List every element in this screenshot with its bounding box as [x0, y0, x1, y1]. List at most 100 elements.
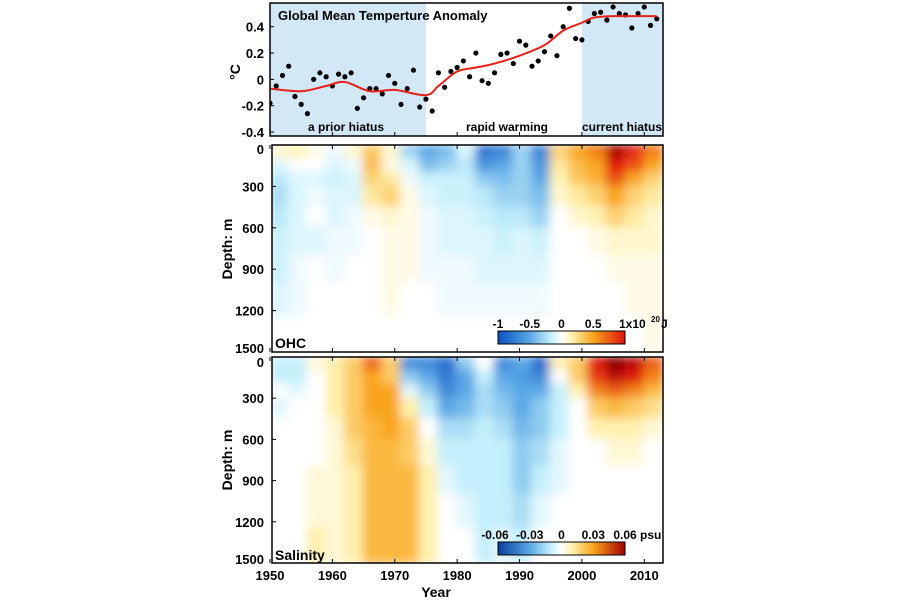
heatmap-cell [568, 226, 590, 257]
heatmap-cell [549, 171, 571, 188]
heatmap-cell [381, 145, 402, 160]
panel-label-salinity: Salinity [275, 547, 325, 563]
heatmap-cell [549, 157, 571, 174]
heatmap-cell [605, 493, 627, 530]
heatmap-cell [587, 282, 608, 319]
heatmap-cell [474, 527, 496, 563]
data-point [435, 70, 442, 76]
heatmap-cell [418, 226, 440, 257]
heatmap-cell [362, 438, 384, 468]
heatmap-cell [437, 397, 459, 420]
data-point [647, 22, 654, 28]
data-point [591, 10, 597, 17]
heatmap-cell [512, 493, 533, 530]
data-point [491, 70, 498, 76]
heatmap-cell [512, 226, 533, 257]
data-point [654, 16, 660, 22]
y-tick-label: 900 [242, 262, 264, 277]
heatmap-cell [605, 417, 627, 441]
heatmap-cell [587, 438, 608, 468]
heatmap-cell [306, 316, 328, 352]
heatmap-cell [287, 157, 309, 174]
heatmap-cell [362, 417, 384, 441]
data-point [554, 53, 560, 59]
heatmap-cell [362, 254, 384, 284]
heatmap-cell [343, 417, 365, 441]
heatmap-cell [624, 493, 646, 530]
heatmap-cell [272, 226, 290, 257]
heatmap-cell [643, 254, 663, 284]
heatmap-cell [325, 185, 346, 209]
heatmap-cell [306, 465, 328, 496]
heatmap-cell [587, 157, 608, 174]
heatmap-cell [381, 438, 402, 468]
heatmap-cell [587, 254, 608, 284]
heatmap-cell [605, 226, 627, 257]
period-label-rapid-warming: rapid warming [466, 120, 548, 134]
heatmap-cell [325, 369, 346, 386]
heatmap-cell [381, 157, 402, 174]
data-point [392, 80, 398, 86]
data-point [579, 37, 585, 43]
heatmap-cell [325, 145, 346, 160]
heatmap-cell [272, 157, 290, 174]
heatmap-cell [456, 282, 477, 319]
heatmap-cell [325, 465, 346, 496]
heatmap-cell [418, 185, 440, 209]
heatmap-cell [325, 527, 346, 563]
y-tick-label: 600 [242, 221, 264, 236]
heatmap-cell [400, 527, 421, 563]
heatmap-cell [512, 145, 533, 160]
heatmap-cell [456, 357, 477, 372]
colorbar-tick-label: 0.03 [582, 528, 606, 542]
heatmap-cell [325, 206, 346, 229]
heatmap-cell [306, 206, 328, 229]
heatmap-cell [287, 254, 309, 284]
x-tick-label: 2010 [630, 568, 659, 583]
heatmap-cell [605, 438, 627, 468]
heatmap-cell [624, 226, 646, 257]
heatmap-cell [624, 206, 646, 229]
heatmap-cell [362, 206, 384, 229]
ohc-heatmap [272, 145, 663, 352]
heatmap-cell [400, 383, 421, 400]
heatmap-cell [587, 369, 608, 386]
heatmap-cell [418, 465, 440, 496]
heatmap-cell [643, 357, 663, 372]
heatmap-cell [343, 438, 365, 468]
heatmap-cell [512, 206, 533, 229]
colorbar-tick-label: 0 [558, 528, 565, 542]
heatmap-cell [531, 185, 552, 209]
heatmap-cell [381, 417, 402, 441]
heatmap-cells [272, 145, 663, 352]
heatmap-cell [272, 438, 290, 468]
heatmap-cell [272, 397, 290, 420]
heatmap-cell [325, 417, 346, 441]
heatmap-cell [437, 226, 459, 257]
heatmap-cell [474, 465, 496, 496]
data-point [510, 60, 516, 67]
heatmap-cell [643, 493, 663, 530]
heatmap-cell [531, 282, 552, 319]
heatmap-cell [306, 185, 328, 209]
colorbar-unit: psu [640, 528, 661, 542]
heatmap-cell [493, 397, 515, 420]
heatmap-cell [624, 171, 646, 188]
heatmap-cell [287, 465, 309, 496]
y-axis-label-depth-ohc: Depth: m [219, 219, 235, 280]
heatmap-cell [531, 157, 552, 174]
heatmap-cell [643, 438, 663, 468]
x-tick-label: 1980 [443, 568, 472, 583]
heatmap-cell [643, 369, 663, 386]
heatmap-cell [381, 171, 402, 188]
heatmap-cell [512, 465, 533, 496]
heatmap-cell [456, 417, 477, 441]
data-point [535, 58, 541, 64]
heatmap-cell [272, 493, 290, 530]
heatmap-cell [456, 145, 477, 160]
heatmap-cell [456, 254, 477, 284]
heatmap-cell [437, 465, 459, 496]
heatmap-cell [474, 357, 496, 372]
heatmap-cell [474, 383, 496, 400]
heatmap-cell [400, 254, 421, 284]
